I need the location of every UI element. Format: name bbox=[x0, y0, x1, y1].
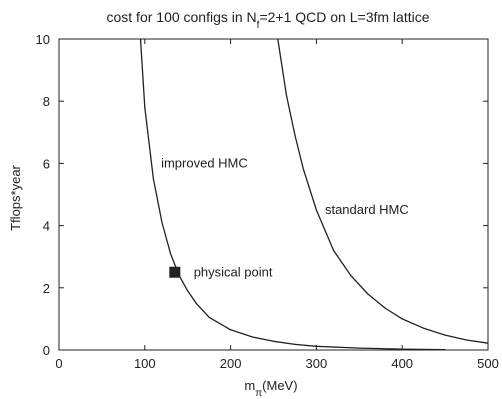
data-point bbox=[423, 327, 425, 329]
data-point bbox=[272, 340, 275, 342]
data-point bbox=[332, 249, 335, 252]
x-axis-label-unit: (MeV) bbox=[262, 378, 297, 393]
data-point bbox=[367, 293, 369, 295]
ticks bbox=[58, 38, 489, 351]
y-tick-labels: 0 2 4 6 8 10 bbox=[36, 32, 50, 358]
chart-title-subscript: f bbox=[257, 20, 260, 31]
data-point bbox=[384, 307, 386, 309]
x-axis-label-main: m bbox=[244, 378, 255, 393]
data-point bbox=[315, 345, 317, 347]
physical-point-marker bbox=[169, 266, 181, 278]
y-tick-label: 10 bbox=[36, 32, 50, 47]
x-tick-label: 0 bbox=[55, 356, 62, 371]
x-tick-label: 400 bbox=[391, 356, 413, 371]
annotation-standard-hmc: standard HMC bbox=[325, 202, 409, 217]
marker-layer bbox=[169, 266, 181, 278]
annotation-physical-point: physical point bbox=[194, 264, 273, 279]
y-tick-label: 2 bbox=[43, 281, 50, 296]
data-point bbox=[285, 94, 287, 96]
data-point bbox=[465, 339, 468, 341]
data-point bbox=[139, 38, 142, 40]
y-tick-label: 8 bbox=[43, 94, 50, 109]
x-tick-label: 100 bbox=[134, 356, 156, 371]
data-point bbox=[144, 106, 146, 109]
x-tick-labels: 0 100 200 300 400 500 bbox=[55, 356, 498, 371]
data-point bbox=[208, 316, 210, 318]
data-point bbox=[401, 348, 403, 350]
data-point bbox=[294, 134, 296, 137]
x-tick-label: 500 bbox=[477, 356, 499, 371]
chart-title: cost for 100 configs in Nf=2+1 QCD on L=… bbox=[106, 9, 429, 31]
data-point bbox=[195, 302, 197, 304]
y-tick-label: 4 bbox=[43, 219, 50, 234]
x-axis-label-subscript: π bbox=[255, 388, 262, 399]
data-point bbox=[487, 342, 489, 344]
y-tick-label: 0 bbox=[43, 343, 50, 358]
plot-frame bbox=[58, 38, 489, 351]
x-tick-label: 300 bbox=[306, 356, 328, 371]
series-layer bbox=[139, 38, 489, 351]
data-point bbox=[315, 209, 317, 211]
data-point bbox=[187, 290, 189, 292]
data-point bbox=[251, 336, 253, 338]
annotation-improved-hmc: improved HMC bbox=[161, 155, 248, 170]
series-line-improved-hmc bbox=[139, 38, 446, 351]
data-point bbox=[161, 221, 163, 224]
chart-title-prefix: cost for 100 configs in N bbox=[106, 9, 256, 25]
x-tick-label: 200 bbox=[220, 356, 242, 371]
data-point bbox=[444, 349, 446, 351]
data-point bbox=[302, 169, 305, 171]
data-point bbox=[350, 274, 352, 276]
series-line-standard-hmc bbox=[277, 38, 489, 344]
chart-title-suffix: =2+1 QCD on L=3fm lattice bbox=[259, 9, 429, 25]
x-axis-label: mπ(MeV) bbox=[244, 378, 297, 399]
data-point bbox=[152, 178, 154, 180]
data-point bbox=[277, 38, 279, 40]
data-point bbox=[169, 252, 172, 255]
data-point bbox=[401, 318, 403, 320]
data-point bbox=[230, 329, 232, 331]
data-point bbox=[294, 343, 296, 346]
data-point bbox=[358, 347, 360, 349]
y-tick-label: 6 bbox=[43, 156, 50, 171]
annotation-layer: improved HMC standard HMC physical point bbox=[161, 155, 409, 279]
data-point bbox=[444, 334, 446, 336]
y-axis-label: Tflops*year bbox=[8, 164, 23, 230]
